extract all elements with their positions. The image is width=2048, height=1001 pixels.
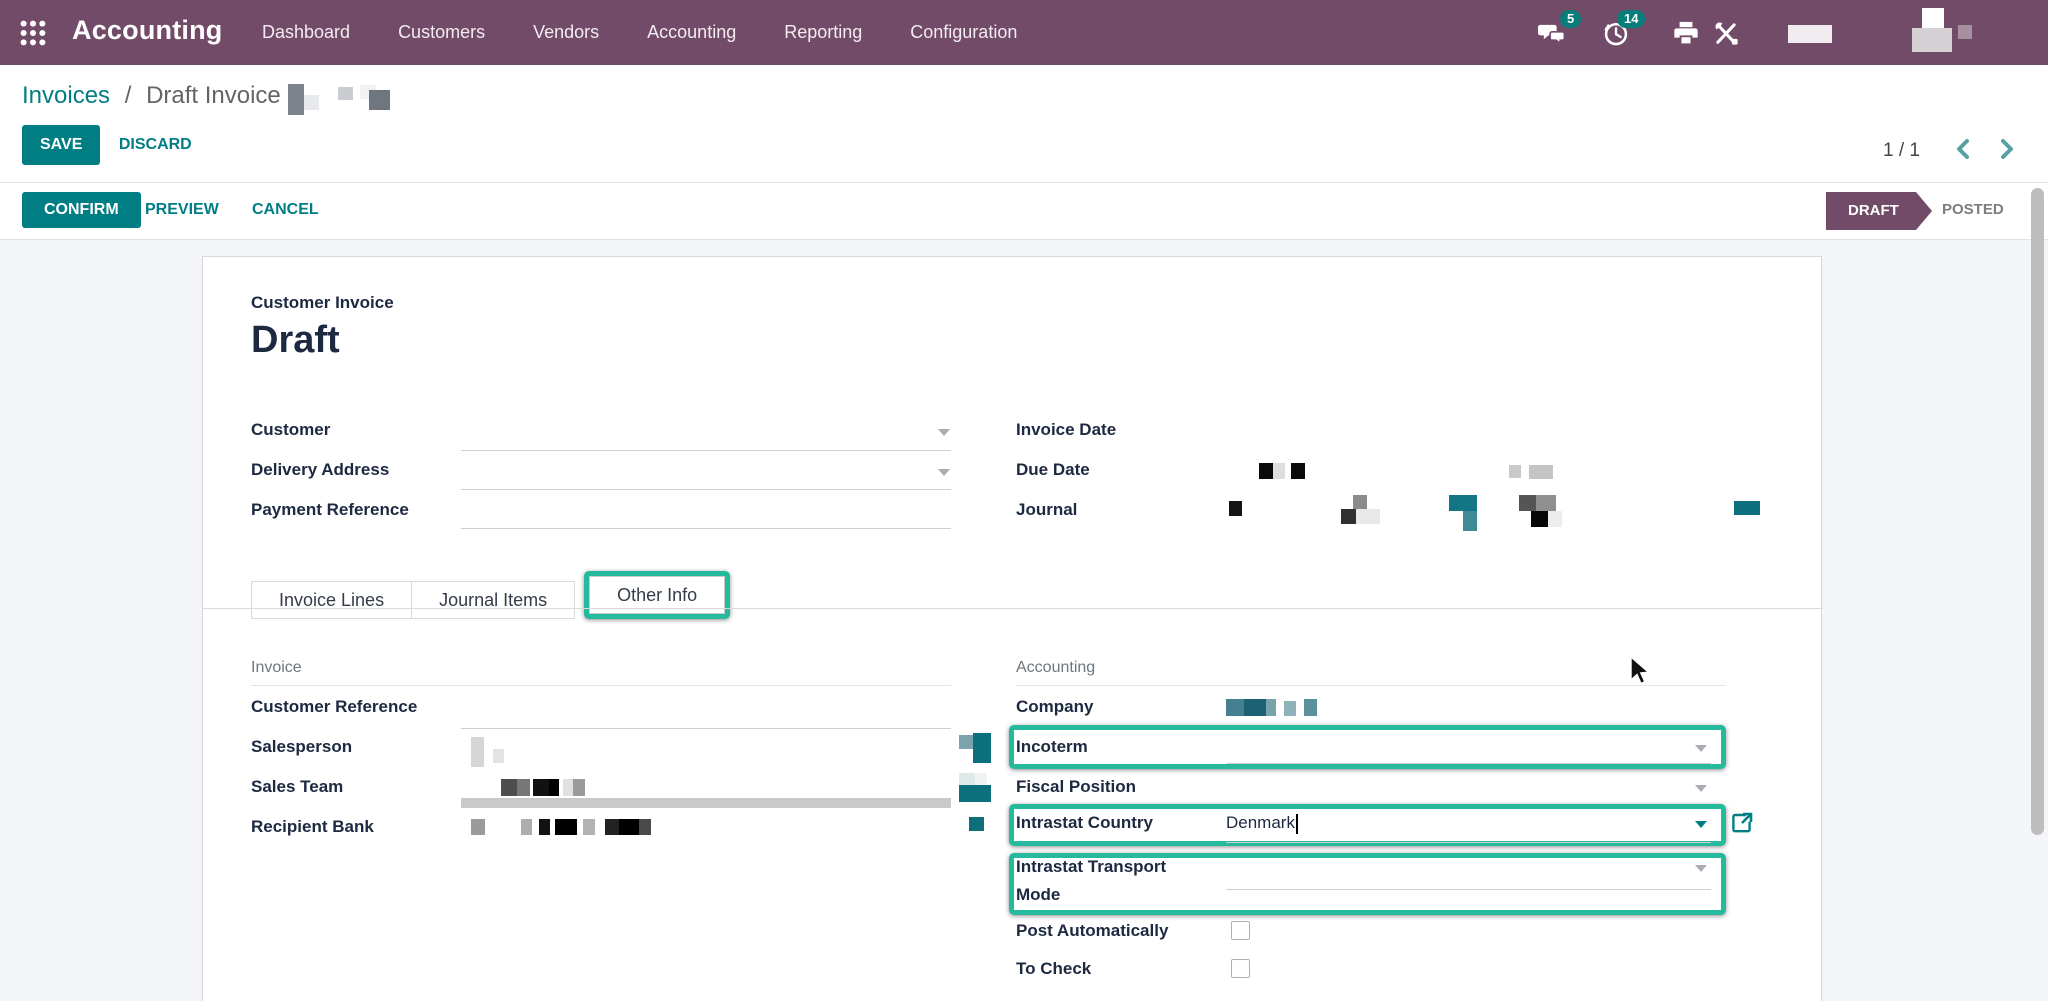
invoice-group-title: Invoice — [251, 659, 302, 676]
tab-other-info[interactable]: Other Info — [589, 576, 726, 614]
intrastat-country-underline — [1226, 842, 1711, 843]
invoice-sheet: Customer Invoice Draft Customer Delivery… — [202, 256, 1823, 1001]
menu-vendors[interactable]: Vendors — [533, 22, 600, 42]
accounting-group-title: Accounting — [1016, 659, 1096, 676]
text-cursor — [1295, 813, 1298, 834]
to-check-checkbox[interactable] — [1231, 959, 1250, 978]
fiscal-position-dropdown-caret[interactable] — [1695, 785, 1707, 792]
to-check-label: To Check — [1016, 959, 1092, 978]
tools-icon — [1715, 22, 1738, 45]
customer-input[interactable] — [461, 450, 951, 451]
pager-next-icon[interactable] — [1996, 137, 2018, 161]
intrastat-country-input[interactable]: Denmark — [1226, 813, 1298, 834]
intrastat-transport-mode-label-line2: Mode — [1016, 885, 1061, 904]
pager-previous-icon[interactable] — [1952, 137, 1974, 161]
statusbar: CONFIRM PREVIEW CANCEL DRAFT POSTED — [0, 183, 2048, 240]
post-automatically-label: Post Automatically — [1016, 921, 1169, 940]
notebook-tabs: Invoice Lines Journal Items Other Info — [251, 571, 731, 619]
customer-dropdown-caret[interactable] — [938, 429, 950, 436]
form-view: Customer Invoice Draft Customer Delivery… — [0, 240, 2048, 1001]
app-title[interactable]: Accounting — [72, 15, 223, 45]
intrastat-transport-mode-dropdown-caret[interactable] — [1695, 865, 1707, 872]
control-panel: Invoices / Draft Invoice SAVE DISCARD 1 … — [0, 65, 2048, 183]
discard-button[interactable]: DISCARD — [105, 125, 206, 165]
main-menu: Dashboard Customers Vendors Accounting R… — [262, 0, 1017, 65]
menu-configuration[interactable]: Configuration — [910, 22, 1018, 42]
intrastat-country-label: Intrastat Country — [1016, 813, 1153, 832]
journal-label: Journal — [1016, 500, 1078, 519]
internal-link-icon[interactable] — [1730, 811, 1754, 835]
stage-draft[interactable]: DRAFT — [1826, 192, 1932, 230]
pager-nav — [1952, 137, 2018, 161]
delivery-address-label: Delivery Address — [251, 460, 390, 479]
invoice-group-rule — [251, 685, 951, 686]
printer-icon — [1674, 21, 1698, 45]
intrastat-country-dropdown-caret[interactable] — [1695, 821, 1707, 828]
intrastat-transport-mode-input[interactable] — [1226, 889, 1711, 890]
activities-badge: 14 — [1617, 10, 1646, 28]
save-button[interactable]: SAVE — [22, 125, 101, 165]
delivery-address-input[interactable] — [461, 489, 951, 490]
customer-reference-label: Customer Reference — [251, 697, 418, 716]
invoice-date-label: Invoice Date — [1016, 420, 1117, 439]
tab-other-info-highlight: Other Info — [584, 571, 731, 619]
incoterm-label: Incoterm — [1016, 737, 1088, 756]
incoterm-dropdown-caret[interactable] — [1695, 745, 1707, 752]
developer-tools-button[interactable] — [1712, 19, 1740, 47]
confirm-button[interactable]: CONFIRM — [22, 192, 141, 228]
pager-counter: 1 / 1 — [1883, 140, 1920, 161]
menu-dashboard[interactable]: Dashboard — [262, 22, 351, 42]
messages-button[interactable] — [1538, 19, 1566, 47]
fiscal-position-label: Fiscal Position — [1016, 777, 1136, 796]
sales-team-label: Sales Team — [251, 777, 344, 796]
document-type-label: Customer Invoice — [251, 293, 394, 312]
menu-customers[interactable]: Customers — [398, 22, 486, 42]
tab-journal-items[interactable]: Journal Items — [411, 581, 576, 619]
intrastat-transport-mode-label-line1: Intrastat Transport — [1016, 857, 1167, 876]
print-button[interactable] — [1672, 19, 1700, 47]
activities-button[interactable] — [1602, 19, 1630, 47]
intrastat-country-highlight — [1009, 804, 1726, 846]
menu-reporting[interactable]: Reporting — [784, 22, 863, 42]
recipient-bank-label: Recipient Bank — [251, 817, 374, 836]
payment-reference-label: Payment Reference — [251, 500, 409, 519]
preview-button[interactable]: PREVIEW — [145, 201, 219, 218]
breadcrumb-current: Draft Invoice — [146, 82, 281, 109]
apps-grid-icon — [20, 20, 46, 46]
incoterm-input[interactable] — [1226, 763, 1711, 764]
customer-label: Customer — [251, 420, 331, 439]
company-label: Company — [1016, 697, 1094, 716]
apps-menu-button[interactable] — [18, 18, 48, 48]
intrastat-transport-mode-highlight — [1009, 853, 1726, 915]
payment-reference-input[interactable] — [461, 528, 951, 529]
intrastat-country-value: Denmark — [1226, 813, 1295, 832]
messages-icon — [1538, 24, 1566, 46]
stage-posted[interactable]: POSTED — [1942, 201, 2004, 218]
breadcrumb: Invoices / Draft Invoice — [22, 82, 281, 110]
invoice-state-title: Draft — [251, 319, 340, 361]
top-navbar: Accounting Dashboard Customers Vendors A… — [0, 0, 2048, 65]
customer-reference-input[interactable] — [461, 728, 951, 729]
vertical-scrollbar[interactable] — [2031, 188, 2044, 835]
delivery-address-dropdown-caret[interactable] — [938, 469, 950, 476]
salesperson-label: Salesperson — [251, 737, 353, 756]
tabstrip-divider — [203, 608, 1823, 609]
breadcrumb-separator: / — [124, 82, 132, 109]
due-date-label: Due Date — [1016, 460, 1090, 479]
messages-badge: 5 — [1560, 10, 1582, 28]
incoterm-highlight — [1009, 725, 1726, 769]
activity-clock-icon — [1604, 22, 1628, 46]
post-automatically-checkbox[interactable] — [1231, 921, 1250, 940]
form-action-buttons: SAVE DISCARD — [22, 125, 206, 165]
breadcrumb-invoices-link[interactable]: Invoices — [22, 82, 111, 109]
cancel-button[interactable]: CANCEL — [252, 201, 319, 218]
menu-accounting[interactable]: Accounting — [647, 22, 737, 42]
accounting-group-rule — [1016, 685, 1726, 686]
tab-invoice-lines[interactable]: Invoice Lines — [251, 581, 413, 619]
